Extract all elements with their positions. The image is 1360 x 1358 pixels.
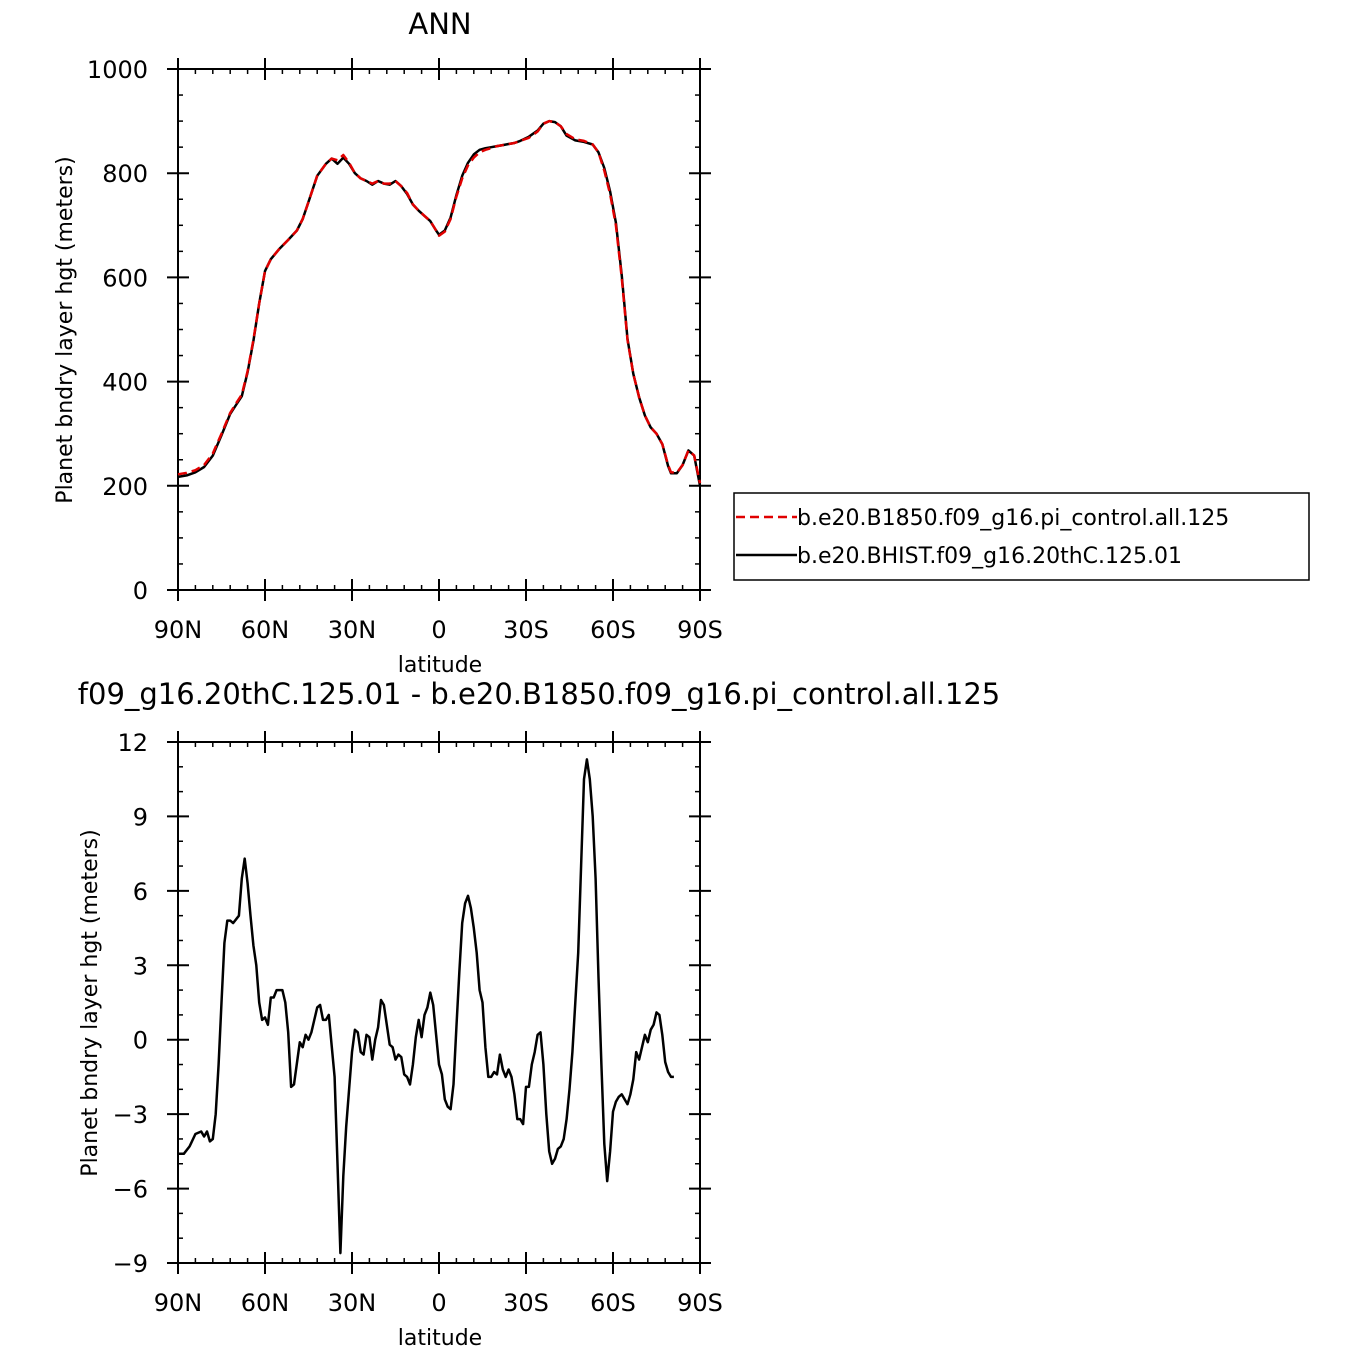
- top-x-tick-label: 30S: [503, 616, 549, 644]
- bottom-series-line-0: [178, 758, 674, 1255]
- legend-label-pi-control: b.e20.B1850.f09_g16.pi_control.all.125: [797, 506, 1229, 531]
- top-y-axis-label: Planet bndry layer hgt (meters): [53, 156, 78, 503]
- bottom-x-axis-label: latitude: [398, 1326, 482, 1351]
- top-x-tick-label: 60S: [590, 616, 636, 644]
- top-chart-title: ANN: [408, 7, 471, 41]
- bottom-x-tick-label: 60S: [590, 1289, 636, 1317]
- top-axes: 90N 60N 30N 0 30S 60S 90S 0 200 400 600 800 1000: [87, 56, 723, 644]
- bottom-chart-title: f09_g16.20thC.125.01 - b.e20.B1850.f09_g…: [78, 677, 1000, 711]
- top-series-line-0: [177, 119, 702, 484]
- bottom-plot-frame: [177, 741, 701, 1264]
- bottom-x-tick-label: 90N: [154, 1289, 203, 1317]
- top-y-tick-label: 200: [102, 473, 148, 501]
- bottom-y-tick-label: 9: [133, 803, 148, 831]
- bottom-y-tick-label: 3: [133, 952, 148, 980]
- bottom-panel: f09_g16.20thC.125.01 - b.e20.B1850.f09_g…: [78, 677, 1000, 1351]
- bottom-x-tick-label: 90S: [677, 1289, 723, 1317]
- top-x-tick-label: 60N: [241, 616, 290, 644]
- bottom-x-tick-label: 60N: [241, 1289, 290, 1317]
- top-x-tick-label: 30N: [328, 616, 377, 644]
- bottom-y-tick-label: 0: [133, 1027, 148, 1055]
- bottom-x-tick-label: 30S: [503, 1289, 549, 1317]
- top-y-tick-label: 400: [102, 369, 148, 397]
- top-y-tick-label: 600: [102, 264, 148, 292]
- legend-box: [733, 492, 1310, 581]
- bottom-x-tick-label: 30N: [328, 1289, 377, 1317]
- top-x-tick-label: 90N: [154, 616, 203, 644]
- bottom-y-tick-label: 6: [133, 878, 148, 906]
- bottom-y-tick-label: 12: [117, 729, 148, 757]
- top-y-tick-label: 800: [102, 160, 148, 188]
- bottom-axes: 90N 60N 30N 0 30S 60S 90S −9 −6 −3 0 3 6 9 12: [113, 729, 723, 1317]
- bottom-series: [178, 758, 674, 1255]
- top-y-tick-label: 1000: [87, 56, 148, 84]
- top-panel: ANN Planet bndry layer hgt (meters) lati…: [53, 7, 723, 678]
- top-series: [177, 119, 702, 487]
- bottom-y-tick-label: −9: [113, 1250, 148, 1278]
- legend-label-hist: b.e20.BHIST.f09_g16.20thC.125.01: [797, 544, 1182, 569]
- bottom-y-tick-label: −3: [113, 1101, 148, 1129]
- top-x-axis-label: latitude: [398, 653, 482, 678]
- bottom-y-tick-label: −6: [113, 1176, 148, 1204]
- bottom-x-tick-label: 0: [431, 1289, 446, 1317]
- bottom-y-axis-label: Planet bndry layer hgt (meters): [78, 829, 103, 1176]
- legend: b.e20.B1850.f09_g16.pi_control.all.125 b…: [733, 492, 1310, 581]
- top-y-tick-label: 0: [133, 577, 148, 605]
- top-x-tick-label: 0: [431, 616, 446, 644]
- top-series-line-1: [177, 119, 702, 487]
- top-x-tick-label: 90S: [677, 616, 723, 644]
